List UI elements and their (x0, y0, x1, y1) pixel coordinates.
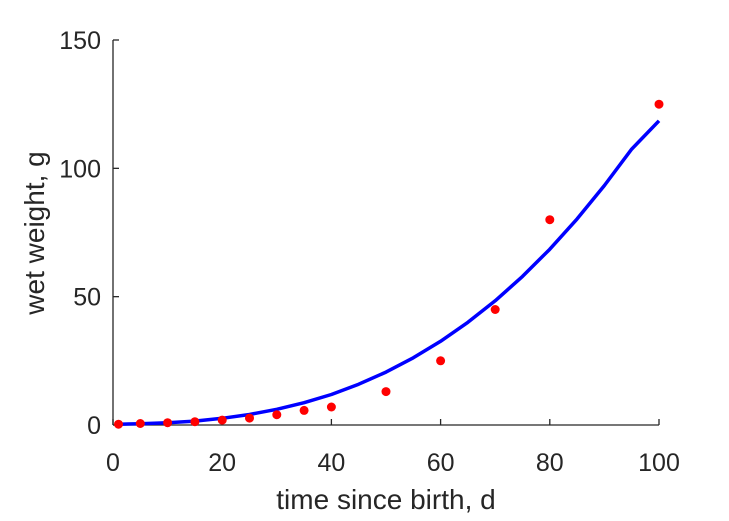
x-tick-label: 20 (208, 449, 236, 477)
data-point (135, 419, 145, 428)
x-axis-label: time since birth, d (276, 484, 495, 515)
data-point (326, 402, 336, 412)
y-tick-label: 0 (87, 412, 101, 440)
data-point (381, 387, 391, 397)
data-point (245, 413, 254, 423)
data-point (114, 419, 123, 429)
data-point (217, 415, 227, 425)
y-tick-label: 50 (73, 284, 101, 312)
x-tick-label: 40 (317, 449, 345, 477)
y-axis-label: wet weight, g (19, 151, 50, 315)
x-ticks: 0 20 40 60 80 100 (106, 419, 680, 477)
fit-curve (118, 119, 661, 426)
data-point (654, 99, 664, 109)
data-point (490, 305, 500, 314)
data-point (190, 417, 200, 427)
y-tick-label: 150 (59, 27, 101, 55)
y-tick-label: 100 (59, 155, 101, 183)
axes (112, 40, 659, 426)
data-point (163, 418, 173, 428)
x-tick-label: 60 (427, 449, 455, 477)
x-tick-label: 80 (536, 449, 564, 477)
data-point (545, 215, 555, 225)
x-tick-label: 0 (106, 449, 120, 477)
data-point (272, 410, 282, 420)
y-ticks: 0 50 100 150 (59, 27, 119, 440)
x-tick-label: 100 (638, 449, 680, 477)
data-point (436, 356, 446, 366)
series-layer (114, 99, 664, 429)
data-point (299, 405, 309, 415)
